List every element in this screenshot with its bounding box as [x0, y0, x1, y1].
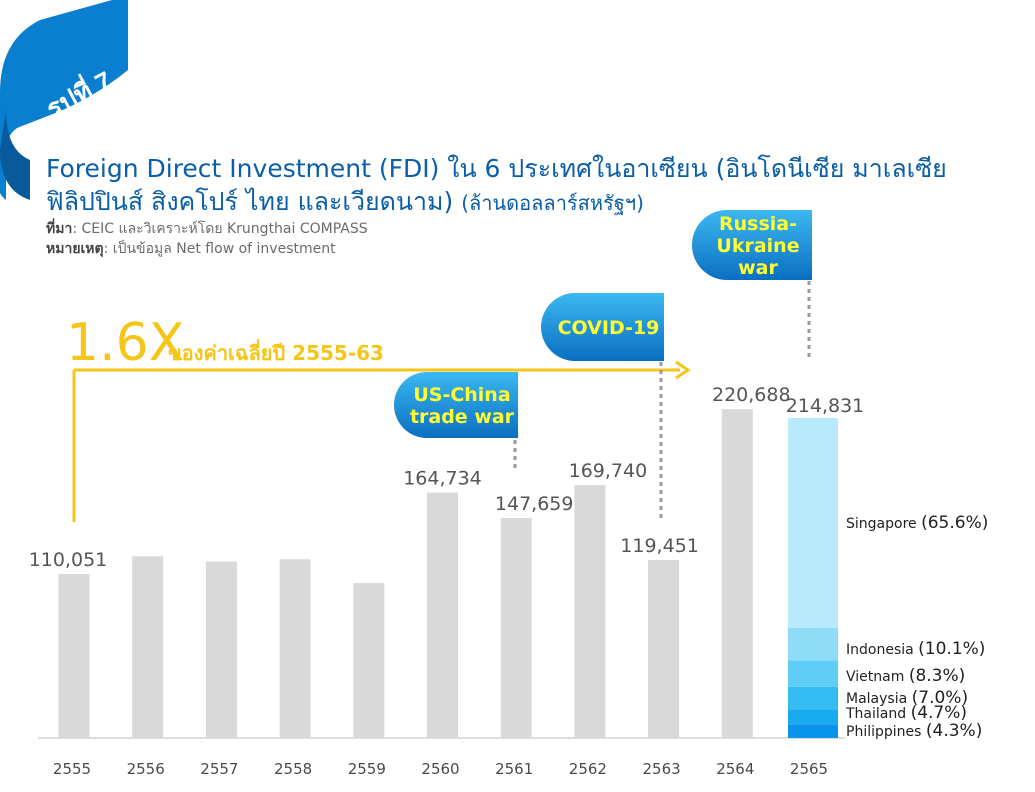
bar-2559 [353, 583, 385, 738]
x-tick-2556: 2556 [127, 760, 165, 778]
bar-2560 [427, 492, 458, 738]
bar-2563 [648, 560, 680, 738]
bar-2556 [132, 556, 164, 738]
stack-label-thailand: Thailand (4.7%) [845, 703, 967, 723]
value-label-2564: 220,688 [712, 384, 791, 406]
stack-singapore [788, 417, 838, 628]
stack-label-philippines: Philippines (4.3%) [846, 721, 982, 741]
event-label-us-china-trade-war-0: US-China [413, 384, 510, 406]
growth-text: ของค่าเฉลี่ยปี 2555-63 [168, 338, 384, 365]
value-label-2565: 214,831 [786, 395, 865, 417]
x-tick-2564: 2564 [716, 760, 754, 778]
value-label-2561: 147,659 [495, 493, 574, 515]
value-label-2555: 110,051 [29, 549, 108, 571]
x-tick-2559: 2559 [348, 760, 386, 778]
event-callout-covid-19 [541, 293, 664, 361]
x-tick-2562: 2562 [569, 760, 607, 778]
x-tick-2563: 2563 [643, 760, 681, 778]
x-tick-2565: 2565 [790, 760, 828, 778]
x-tick-2558: 2558 [274, 760, 312, 778]
value-label-2562: 169,740 [569, 460, 648, 482]
source-label: ที่มา [46, 221, 73, 237]
event-label-russia-ukraine-war-2: war [738, 257, 778, 279]
x-tick-2555: 2555 [53, 760, 91, 778]
bar-2555 [58, 574, 90, 738]
chart-title-main: Foreign Direct Investment (FDI) ใน 6 ประ… [46, 154, 947, 216]
bar-2562 [574, 485, 606, 738]
plot-area: 2555 2556 2557 2558 2559 2560 2561 2562 2563 2564… [29, 210, 988, 778]
chart-units: (ล้านดอลลาร์สหรัฐฯ) [461, 191, 644, 215]
chart-title: Foreign Direct Investment (FDI) ใน 6 ประ… [46, 152, 1016, 220]
stack-label-vietnam: Vietnam (8.3%) [846, 666, 965, 686]
x-tick-2557: 2557 [200, 760, 238, 778]
source-text: : CEIC และวิเคราะห์โดย Krungthai COMPASS [72, 221, 368, 237]
event-callout-russia-ukraine-war [692, 210, 812, 280]
x-tick-2561: 2561 [495, 760, 533, 778]
value-label-2563: 119,451 [620, 535, 699, 557]
event-label-us-china-trade-war-1: trade war [410, 406, 515, 428]
value-label-2560: 164,734 [403, 468, 482, 490]
event-callout-us-china-trade-war [394, 372, 518, 438]
stack-label-singapore: Singapore (65.6%) [846, 513, 988, 533]
note-label: หมายเหตุ [46, 241, 104, 257]
stack-label-malaysia: Malaysia (7.0%) [846, 688, 968, 708]
note-line: หมายเหตุ: เป็นข้อมูล Net flow of investm… [46, 238, 336, 260]
x-tick-2560: 2560 [421, 760, 459, 778]
growth-arrow-head [675, 360, 691, 380]
growth-multiplier: 1.6X [66, 313, 184, 373]
stack-thailand [788, 709, 838, 725]
bar-2561 [500, 518, 532, 738]
stack-vietnam [788, 660, 838, 687]
stack-philippines [788, 724, 838, 738]
note-text: : เป็นข้อมูล Net flow of investment [103, 241, 336, 257]
event-label-covid-19-0: COVID-19 [558, 317, 660, 339]
bar-2557 [205, 561, 237, 738]
bar-2564 [721, 409, 753, 738]
bar-2558 [279, 559, 311, 738]
stack-indonesia [788, 627, 838, 661]
event-label-russia-ukraine-war-1: Ukraine [716, 235, 799, 257]
stack-label-indonesia: Indonesia (10.1%) [846, 639, 985, 659]
stack-malaysia [788, 686, 838, 710]
source-line: ที่มา: CEIC และวิเคราะห์โดย Krungthai CO… [46, 218, 368, 240]
event-label-russia-ukraine-war-0: Russia- [719, 213, 797, 235]
